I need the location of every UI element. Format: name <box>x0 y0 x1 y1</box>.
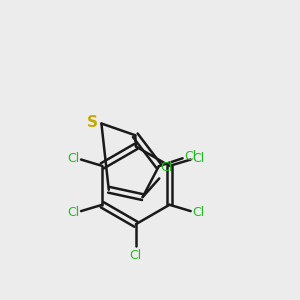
Text: Cl: Cl <box>130 249 142 262</box>
Text: Cl: Cl <box>161 161 173 174</box>
Text: Cl: Cl <box>192 152 204 165</box>
Text: Cl: Cl <box>184 150 196 163</box>
Text: S: S <box>87 116 98 130</box>
Text: Cl: Cl <box>67 206 80 219</box>
Text: Cl: Cl <box>192 206 204 219</box>
Text: Cl: Cl <box>67 152 80 165</box>
